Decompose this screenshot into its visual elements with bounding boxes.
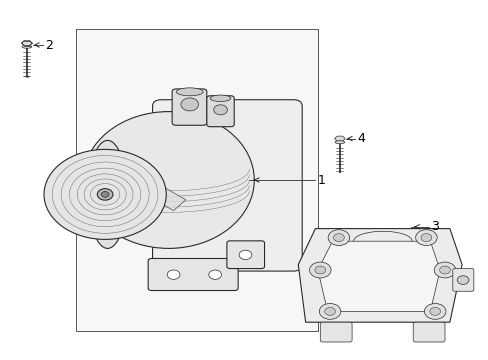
Circle shape	[145, 186, 157, 195]
Circle shape	[327, 230, 349, 246]
Bar	[76, 29, 317, 331]
Circle shape	[456, 276, 468, 284]
Ellipse shape	[176, 88, 203, 96]
Polygon shape	[115, 167, 185, 211]
Ellipse shape	[334, 141, 344, 144]
Circle shape	[239, 250, 251, 260]
Circle shape	[181, 98, 198, 111]
Circle shape	[81, 184, 94, 194]
FancyBboxPatch shape	[172, 89, 206, 125]
Text: 2: 2	[45, 39, 53, 51]
FancyBboxPatch shape	[320, 322, 351, 342]
Circle shape	[44, 149, 166, 239]
FancyBboxPatch shape	[206, 96, 234, 127]
Circle shape	[213, 105, 227, 115]
Circle shape	[333, 234, 344, 242]
Circle shape	[208, 270, 221, 279]
Circle shape	[167, 270, 180, 279]
Circle shape	[415, 230, 436, 246]
FancyBboxPatch shape	[226, 241, 264, 269]
FancyBboxPatch shape	[148, 258, 238, 291]
Polygon shape	[317, 241, 439, 311]
Polygon shape	[334, 136, 345, 141]
Circle shape	[433, 262, 455, 278]
Text: 4: 4	[356, 132, 364, 145]
Circle shape	[439, 266, 449, 274]
FancyBboxPatch shape	[412, 322, 444, 342]
Ellipse shape	[210, 95, 230, 102]
Ellipse shape	[22, 45, 32, 48]
FancyBboxPatch shape	[452, 269, 473, 291]
Ellipse shape	[88, 140, 127, 248]
FancyBboxPatch shape	[73, 172, 102, 206]
Circle shape	[324, 307, 335, 315]
Circle shape	[424, 303, 445, 319]
Circle shape	[309, 262, 330, 278]
Ellipse shape	[83, 112, 254, 248]
Polygon shape	[298, 229, 461, 322]
Circle shape	[97, 189, 113, 200]
Circle shape	[101, 192, 109, 197]
Text: 1: 1	[317, 174, 325, 186]
Circle shape	[314, 266, 325, 274]
Circle shape	[420, 234, 431, 242]
FancyBboxPatch shape	[152, 100, 302, 271]
Text: 3: 3	[430, 220, 438, 233]
Circle shape	[319, 303, 340, 319]
Circle shape	[429, 307, 440, 315]
Polygon shape	[21, 41, 32, 46]
